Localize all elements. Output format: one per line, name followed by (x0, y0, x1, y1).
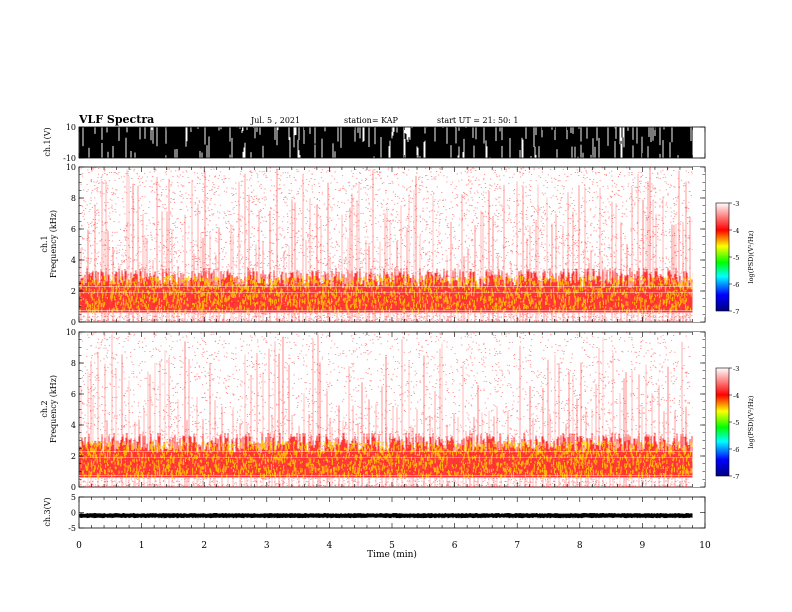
waveform-ch1-y-tick-label: 10 (66, 123, 76, 132)
waveform-ch1-y-tick-label: -10 (63, 154, 76, 163)
spectrogram-ch2-empty-region (692, 332, 705, 487)
colorbar-tick-label: -4 (733, 227, 739, 235)
ylabel-line: ch.2 (40, 400, 49, 417)
figure-station: station= KAP (344, 116, 399, 125)
waveform-ch3-y-tick-label: -5 (68, 524, 76, 533)
spectrogram-ch1-y-tick-label: 6 (71, 225, 76, 234)
x-tick-label: 4 (327, 541, 333, 551)
colorbar-ch1: -3 -4 -5 -6 -7 log(PSD)(V²/Hz) (715, 200, 755, 316)
colorbars: -3 -4 -5 -6 -7 log(PSD)(V²/Hz) -3 -4 -5 -6 -7 log(P… (715, 200, 755, 481)
spectrogram-ch2-y-tick-label: 0 (71, 483, 76, 492)
x-tick-label: 8 (577, 541, 583, 551)
spectrogram-ch1-y-tick-label: 0 (71, 318, 76, 327)
x-tick-label: 1 (139, 541, 145, 551)
figure-title: VLF Spectra (78, 113, 154, 126)
spectrogram-ch1-image (79, 167, 705, 322)
x-tick-label: 7 (514, 541, 520, 551)
colorbar-tick-label: -4 (733, 392, 739, 400)
spectrogram-ch1-ylabel: ch.1 Frequency (kHz) (40, 210, 58, 278)
waveform-ch1-bars (79, 127, 693, 158)
spectrogram-ch1-hlines (79, 270, 693, 319)
x-tick-label: 5 (389, 541, 395, 551)
spectrogram-ch2-y-tick-label: 4 (71, 421, 76, 430)
waveform-ch3-band (79, 512, 693, 519)
spectrogram-ch1-y-tick-label: 8 (71, 194, 76, 203)
spectrogram-ch2-image (79, 332, 705, 487)
spectrogram-ch2-hlines (79, 435, 693, 484)
spectrogram-ch2-y-tick-label: 6 (71, 390, 76, 399)
colorbar-tick-label: -3 (733, 200, 739, 208)
spectrogram-ch1-y-tick-label: 2 (71, 287, 76, 296)
colorbar-gradient (715, 367, 730, 477)
ylabel-line: Frequency (kHz) (49, 375, 58, 443)
waveform-ch3-y-tick-label: 0 (71, 509, 76, 518)
waveform-ch1-trace (79, 127, 693, 158)
x-tick-label: 2 (201, 541, 207, 551)
colorbar-label: log(PSD)(V²/Hz) (747, 395, 755, 448)
spectrogram-ch2-band (79, 432, 693, 480)
colorbar-tick-label: -7 (733, 473, 739, 481)
x-tick-label: 6 (452, 541, 458, 551)
spectrogram-ch1-y-tick-label: 10 (66, 163, 76, 172)
spectrogram-ch2-y-tick-label: 10 (66, 328, 76, 337)
ylabel-line: Frequency (kHz) (49, 210, 58, 278)
colorbar-tick-label: -5 (733, 254, 739, 262)
waveform-ch3-y-tick-label: 5 (71, 493, 76, 502)
colorbar-label: log(PSD)(V²/Hz) (747, 230, 755, 283)
colorbar-ch2: -3 -4 -5 -6 -7 log(PSD)(V²/Hz) (715, 365, 755, 481)
spectrogram-ch1-band (79, 267, 693, 315)
figure-date: Jul. 5 , 2021 (250, 116, 300, 125)
ylabel-line: ch.1 (40, 235, 49, 252)
x-tick-label: 0 (76, 541, 82, 551)
spectrogram-ch2-ylabel: ch.2 Frequency (kHz) (40, 375, 58, 443)
colorbar-tick-label: -3 (733, 365, 739, 373)
x-tick-label: 9 (640, 541, 646, 551)
figure-start-time: start UT = 21: 50: 1 (437, 116, 518, 125)
waveform-ch3-ylabel: ch.3(V) (43, 497, 52, 526)
spectrogram-ch1-empty-region (692, 167, 705, 322)
colorbar-tick-label: -5 (733, 419, 739, 427)
colorbar-tick-label: -7 (733, 308, 739, 316)
time-axis-label: Time (min) (367, 549, 417, 560)
colorbar-tick-label: -6 (733, 281, 739, 289)
spectrogram-ch2-y-tick-label: 2 (71, 452, 76, 461)
x-tick-label: 10 (699, 541, 711, 551)
waveform-ch3-trace (79, 512, 693, 519)
x-tick-label: 3 (264, 541, 270, 551)
waveform-ch1-ylabel: ch.1(V) (43, 127, 52, 156)
spectrogram-ch2-y-tick-label: 8 (71, 359, 76, 368)
spectrogram-ch2-band-yellow (79, 440, 693, 480)
colorbar-gradient (715, 202, 730, 312)
colorbar-tick-label: -6 (733, 446, 739, 454)
spectrogram-ch1-y-tick-label: 4 (71, 256, 76, 265)
